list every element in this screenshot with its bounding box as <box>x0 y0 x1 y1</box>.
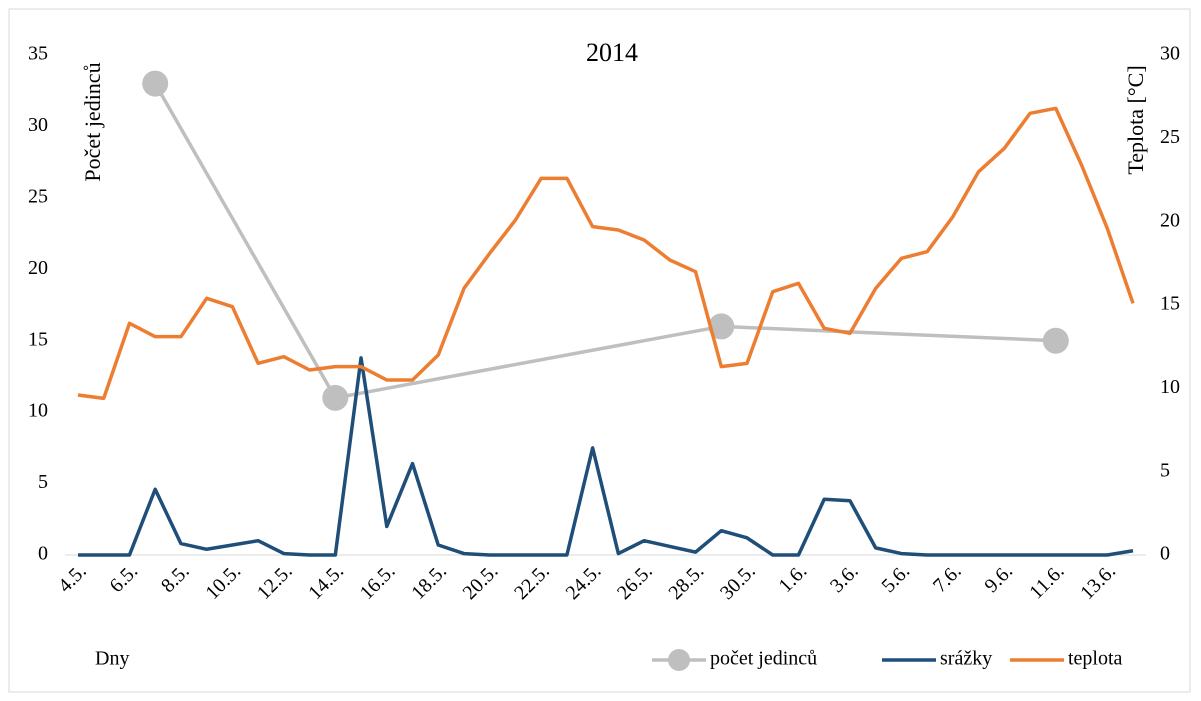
y-axis-label: Počet jedinců <box>80 62 105 181</box>
y2-tick-label: 30 <box>1160 43 1180 65</box>
y-tick-label: 25 <box>28 185 48 207</box>
y-tick-label: 35 <box>28 43 48 65</box>
series-line <box>77 106 1135 401</box>
y-tick-label: 0 <box>38 543 48 565</box>
data-point <box>1042 327 1069 354</box>
y-tick-label: 15 <box>28 328 48 350</box>
y2-tick-label: 10 <box>1160 376 1180 398</box>
y2-tick-label: 25 <box>1160 126 1180 148</box>
y2-tick-label: 0 <box>1160 543 1170 565</box>
y-tick-label: 20 <box>28 257 48 279</box>
y2-tick-label: 5 <box>1160 459 1170 481</box>
y-tick-label: 30 <box>28 114 48 136</box>
y2-axis-label: Teplota [°C] <box>1123 65 1148 174</box>
data-point <box>708 313 735 340</box>
y-tick-label: 5 <box>38 471 48 493</box>
series-line <box>78 356 1134 557</box>
series-line <box>153 82 1056 400</box>
chart-title: 2014 <box>586 38 638 67</box>
legend-label: teplota <box>1068 648 1123 670</box>
legend-marker <box>668 649 690 671</box>
legend-label: počet jedinců <box>710 648 817 670</box>
y-tick-label: 10 <box>28 400 48 422</box>
data-point <box>142 70 169 97</box>
y2-tick-label: 15 <box>1160 293 1180 315</box>
data-point <box>322 384 349 411</box>
y2-tick-label: 20 <box>1160 209 1180 231</box>
x-axis-label: Dny <box>95 648 129 670</box>
legend-label: srážky <box>940 648 992 670</box>
